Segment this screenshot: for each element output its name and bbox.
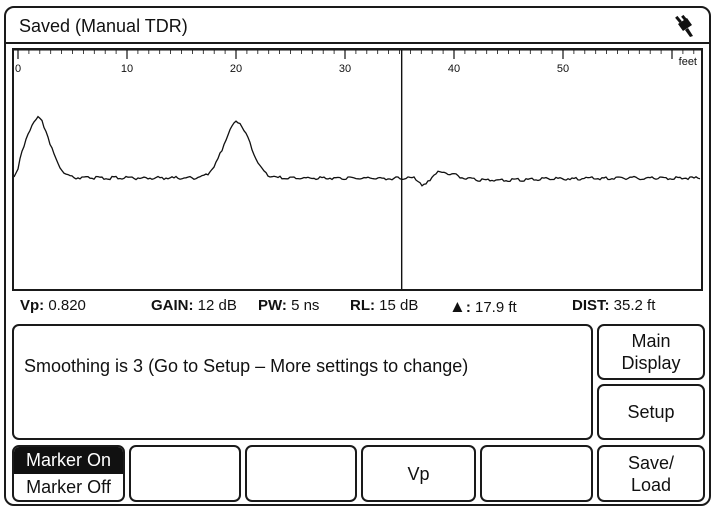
vp-value: 0.820 [48,297,86,314]
window-title: Saved (Manual TDR) [19,16,188,36]
marker-on-option[interactable]: Marker On [14,447,123,474]
gain-label: GAIN: [151,297,194,314]
tdr-screen: Saved (Manual TDR) 0 10 20 30 40 50 feet Vp: … [4,6,711,506]
marker-toggle-button[interactable]: Marker On Marker Off [12,445,125,502]
tick-label: 50 [557,63,569,75]
pw-label: PW: [258,297,287,314]
tick-label: 10 [121,63,133,75]
pw-readout: PW: 5 ns [258,297,319,314]
save-load-button[interactable]: Save/ Load [597,445,705,502]
gain-value: 12 dB [197,297,237,314]
vp-button[interactable]: Vp [361,445,476,502]
setup-button[interactable]: Setup [597,384,705,440]
tick-label: 40 [448,63,460,75]
save-load-label-line1: Save/ [627,452,675,473]
dist-label: DIST: [572,297,610,314]
rl-label: RL: [350,297,375,314]
delta-triangle-icon: ▲ [449,297,466,316]
main-display-label-line2: Display [621,353,681,373]
vp-readout: Vp: 0.820 [20,297,86,314]
pw-value: 5 ns [291,297,320,314]
vp-label: Vp: [20,297,45,314]
setup-label: Setup [627,402,675,422]
status-bar: Vp: 0.820 GAIN: 12 dB PW: 5 ns RL: 15 dB… [12,292,703,320]
unit-label: feet [679,56,697,68]
softkey-5-blank[interactable] [480,445,593,502]
save-load-label-line2: Load [630,474,672,495]
plug-icon [675,14,693,37]
waveform-canvas: 0 10 20 30 40 50 feet [14,50,701,289]
rl-readout: RL: 15 dB [350,297,418,314]
message-box: Smoothing is 3 (Go to Setup – More setti… [12,324,593,440]
rl-value: 15 dB [379,297,419,314]
dist-value: 35.2 ft [613,297,656,314]
tick-label: 0 [15,63,21,75]
delta-readout: ▲: 17.9 ft [449,297,517,317]
title-bar: Saved (Manual TDR) [6,8,709,44]
softkey-2-blank[interactable] [129,445,241,502]
delta-value: 17.9 ft [475,299,517,316]
tick-label: 20 [230,63,242,75]
tick-label: 30 [339,63,351,75]
delta-separator: : [465,299,471,316]
gain-readout: GAIN: 12 dB [151,297,237,314]
message-text: Smoothing is 3 (Go to Setup – More setti… [24,356,469,376]
dist-readout: DIST: 35.2 ft [572,297,655,314]
waveform-trace [14,115,701,187]
softkey-3-blank[interactable] [245,445,357,502]
tdr-waveform-plot[interactable]: 0 10 20 30 40 50 feet [12,48,703,291]
main-display-label-line1: Main [631,331,671,351]
main-display-button[interactable]: Main Display [597,324,705,380]
marker-off-option[interactable]: Marker Off [26,477,111,497]
vp-button-label: Vp [407,463,430,484]
